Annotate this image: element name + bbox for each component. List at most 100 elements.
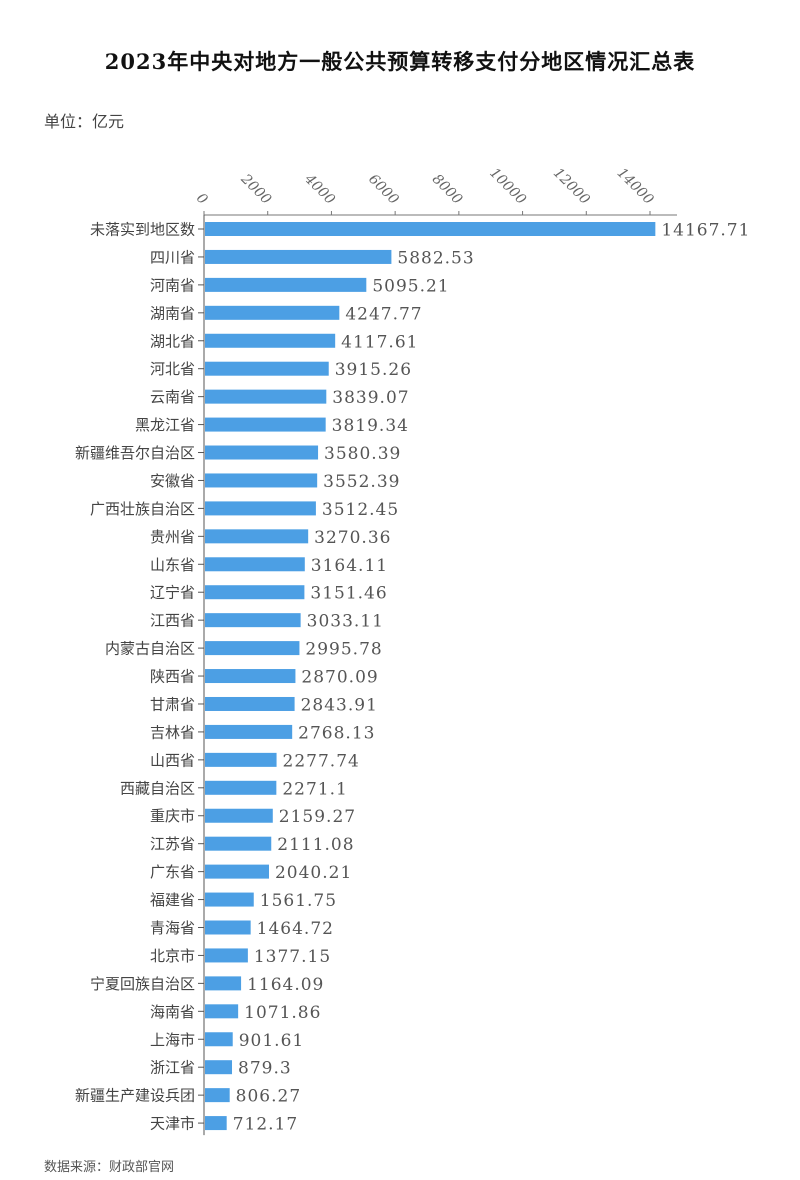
value-label: 2995.78 [305, 640, 382, 660]
chart-title: 2023年中央对地方一般公共预算转移支付分地区情况汇总表 [104, 49, 696, 74]
value-label: 2843.91 [301, 695, 378, 715]
value-label: 1071.86 [244, 1003, 321, 1023]
category-label: 湖南省 [150, 304, 195, 322]
value-label: 3819.34 [332, 416, 409, 436]
value-label: 3151.46 [310, 584, 387, 604]
value-label: 3164.11 [311, 556, 388, 576]
value-label: 5095.21 [372, 276, 449, 296]
category-label: 浙江省 [150, 1059, 195, 1077]
bar [205, 808, 273, 823]
bar [205, 641, 300, 656]
bar [205, 864, 269, 879]
category-label: 黑龙江省 [135, 416, 195, 434]
bar [205, 613, 301, 628]
category-label: 未落实到地区数 [90, 221, 195, 239]
bar [205, 417, 326, 432]
category-label: 甘肃省 [150, 695, 195, 713]
value-label: 3915.26 [335, 360, 412, 380]
bar [205, 780, 277, 795]
category-label: 山东省 [150, 556, 195, 574]
unit-label: 单位：亿元 [44, 112, 125, 131]
value-label: 4117.61 [341, 332, 418, 352]
category-label: 北京市 [150, 947, 195, 965]
x-tick-label: 4000 [301, 171, 338, 208]
bar [205, 920, 251, 935]
category-label: 江苏省 [150, 835, 195, 853]
x-tick-label: 8000 [429, 171, 466, 208]
x-tick-label: 10000 [486, 165, 529, 208]
category-label: 吉林省 [150, 723, 195, 741]
bar [205, 752, 277, 767]
category-label: 新疆维吾尔自治区 [75, 444, 195, 462]
value-label: 3270.36 [314, 528, 391, 548]
value-label: 901.61 [239, 1031, 304, 1051]
value-label: 2277.74 [283, 751, 360, 771]
category-label: 宁夏回族自治区 [90, 975, 195, 993]
bar [205, 976, 242, 991]
category-label: 广西壮族自治区 [90, 500, 195, 518]
category-label: 河南省 [150, 276, 195, 294]
bar [205, 836, 272, 851]
bar [205, 696, 295, 711]
value-label: 879.3 [238, 1059, 292, 1079]
bar [205, 473, 318, 488]
bar [205, 222, 656, 236]
value-label: 4247.77 [345, 304, 422, 324]
category-label: 新疆生产建设兵团 [75, 1087, 195, 1105]
bar [205, 445, 319, 460]
bar [205, 1004, 239, 1019]
value-label: 2870.09 [301, 668, 378, 688]
category-label: 内蒙古自治区 [105, 640, 195, 658]
value-label: 2111.08 [277, 835, 354, 855]
x-tick-label: 0 [193, 190, 211, 208]
bar [205, 1032, 233, 1047]
bar [205, 249, 392, 264]
category-label: 青海省 [150, 919, 195, 937]
value-label: 2040.21 [275, 863, 352, 883]
category-label: 重庆市 [150, 807, 195, 825]
bar [205, 585, 305, 600]
bar [205, 1116, 227, 1131]
category-label: 福建省 [150, 891, 195, 909]
bar [205, 277, 367, 292]
bar [205, 948, 248, 963]
category-label: 山西省 [150, 751, 195, 769]
category-label: 四川省 [150, 248, 195, 266]
x-tick-label: 12000 [550, 165, 593, 208]
bar [205, 361, 329, 376]
source-note: 数据来源：财政部官网 [44, 1160, 175, 1175]
bar [205, 501, 316, 516]
x-tick-label: 2000 [237, 171, 274, 208]
x-tick-label: 6000 [365, 171, 402, 208]
value-label: 3512.45 [322, 500, 399, 520]
bar [205, 333, 336, 348]
value-label: 1377.15 [254, 947, 331, 967]
bar [205, 669, 296, 684]
value-label: 712.17 [233, 1115, 298, 1135]
category-label: 上海市 [150, 1031, 195, 1049]
value-label: 3580.39 [324, 444, 401, 464]
value-label: 2159.27 [279, 807, 356, 827]
value-label: 1464.72 [257, 919, 334, 939]
value-label: 5882.53 [397, 248, 474, 268]
bar [205, 724, 293, 739]
category-label: 海南省 [150, 1003, 195, 1021]
bar [205, 557, 305, 572]
bar [205, 305, 340, 320]
category-label: 湖北省 [150, 332, 195, 350]
value-label: 14167.71 [661, 221, 750, 241]
category-label: 云南省 [150, 388, 195, 406]
category-label: 辽宁省 [150, 584, 195, 602]
category-label: 河北省 [150, 360, 195, 378]
bar [205, 389, 327, 404]
value-label: 2271.1 [282, 779, 347, 799]
value-label: 1164.09 [247, 975, 324, 995]
category-label: 天津市 [150, 1115, 195, 1133]
value-label: 806.27 [236, 1087, 301, 1107]
category-label: 广东省 [150, 863, 195, 881]
value-label: 2768.13 [298, 723, 375, 743]
bar [205, 892, 254, 907]
category-label: 陕西省 [150, 668, 195, 686]
value-label: 3033.11 [307, 612, 384, 632]
